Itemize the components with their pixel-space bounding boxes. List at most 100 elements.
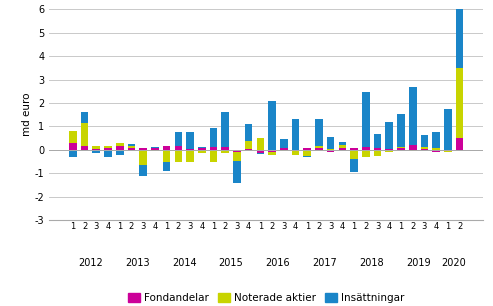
Bar [163,162,171,171]
Text: 2015: 2015 [219,258,244,268]
Bar [221,147,229,150]
Bar [421,147,428,149]
Bar [421,135,428,147]
Bar [140,147,147,150]
Bar [69,131,76,143]
Text: 2020: 2020 [441,258,466,268]
Bar [256,153,264,154]
Bar [351,150,358,159]
Bar [432,132,440,148]
Text: 2012: 2012 [78,258,103,268]
Bar [256,150,264,153]
Bar [81,146,88,150]
Bar [374,134,382,148]
Bar [303,156,311,157]
Text: 2013: 2013 [125,258,149,268]
Bar [280,139,287,148]
Bar [397,147,405,148]
Bar [210,128,217,147]
Bar [268,150,276,152]
Bar [432,148,440,150]
Bar [93,149,100,150]
Bar [397,148,405,150]
Legend: Fondandelar, Noterade aktier, Insättningar: Fondandelar, Noterade aktier, Insättning… [124,289,409,306]
Bar [339,142,346,144]
Bar [386,149,393,150]
Bar [292,151,299,155]
Bar [198,147,206,148]
Bar [339,148,346,150]
Bar [186,132,194,149]
Bar [315,119,323,146]
Text: 2018: 2018 [359,258,384,268]
Bar [409,145,417,150]
Bar [104,147,112,150]
Bar [456,68,463,138]
Bar [409,87,417,145]
Bar [303,150,311,156]
Bar [444,151,452,152]
Bar [245,149,252,150]
Bar [93,146,100,149]
Bar [374,150,382,156]
Bar [256,138,264,150]
Bar [362,92,370,147]
Bar [280,150,287,151]
Bar [69,143,76,150]
Bar [81,123,88,146]
Bar [327,137,334,149]
Bar [268,152,276,155]
Bar [186,149,194,150]
Bar [151,150,159,151]
Bar [386,122,393,149]
Bar [327,149,334,150]
Bar [327,150,334,152]
Bar [351,148,358,150]
Bar [221,150,229,154]
Bar [104,150,112,157]
Bar [210,150,217,162]
Bar [198,148,206,150]
Bar [186,150,194,162]
Bar [128,144,135,146]
Bar [409,150,417,151]
Bar [175,132,182,146]
Bar [163,150,171,162]
Bar [140,150,147,165]
Bar [397,114,405,147]
Bar [81,112,88,123]
Bar [175,146,182,150]
Bar [128,147,135,150]
Bar [210,147,217,150]
Bar [315,146,323,148]
Bar [104,146,112,147]
Bar [444,109,452,150]
Bar [315,148,323,150]
Bar [221,112,229,147]
Bar [140,165,147,176]
Bar [292,150,299,151]
Bar [362,150,370,157]
Bar [280,148,287,150]
Text: 2017: 2017 [313,258,337,268]
Bar [116,143,124,146]
Bar [245,140,252,149]
Bar [116,150,124,155]
Bar [233,161,241,184]
Bar [444,150,452,151]
Bar [456,138,463,150]
Bar [233,152,241,161]
Bar [292,119,299,150]
Bar [339,144,346,148]
Bar [69,150,76,157]
Bar [303,148,311,150]
Bar [374,148,382,150]
Bar [362,147,370,150]
Bar [456,0,463,68]
Bar [116,146,124,150]
Bar [386,150,393,152]
Bar [245,124,252,140]
Bar [93,150,100,154]
Bar [233,150,241,152]
Bar [151,147,159,148]
